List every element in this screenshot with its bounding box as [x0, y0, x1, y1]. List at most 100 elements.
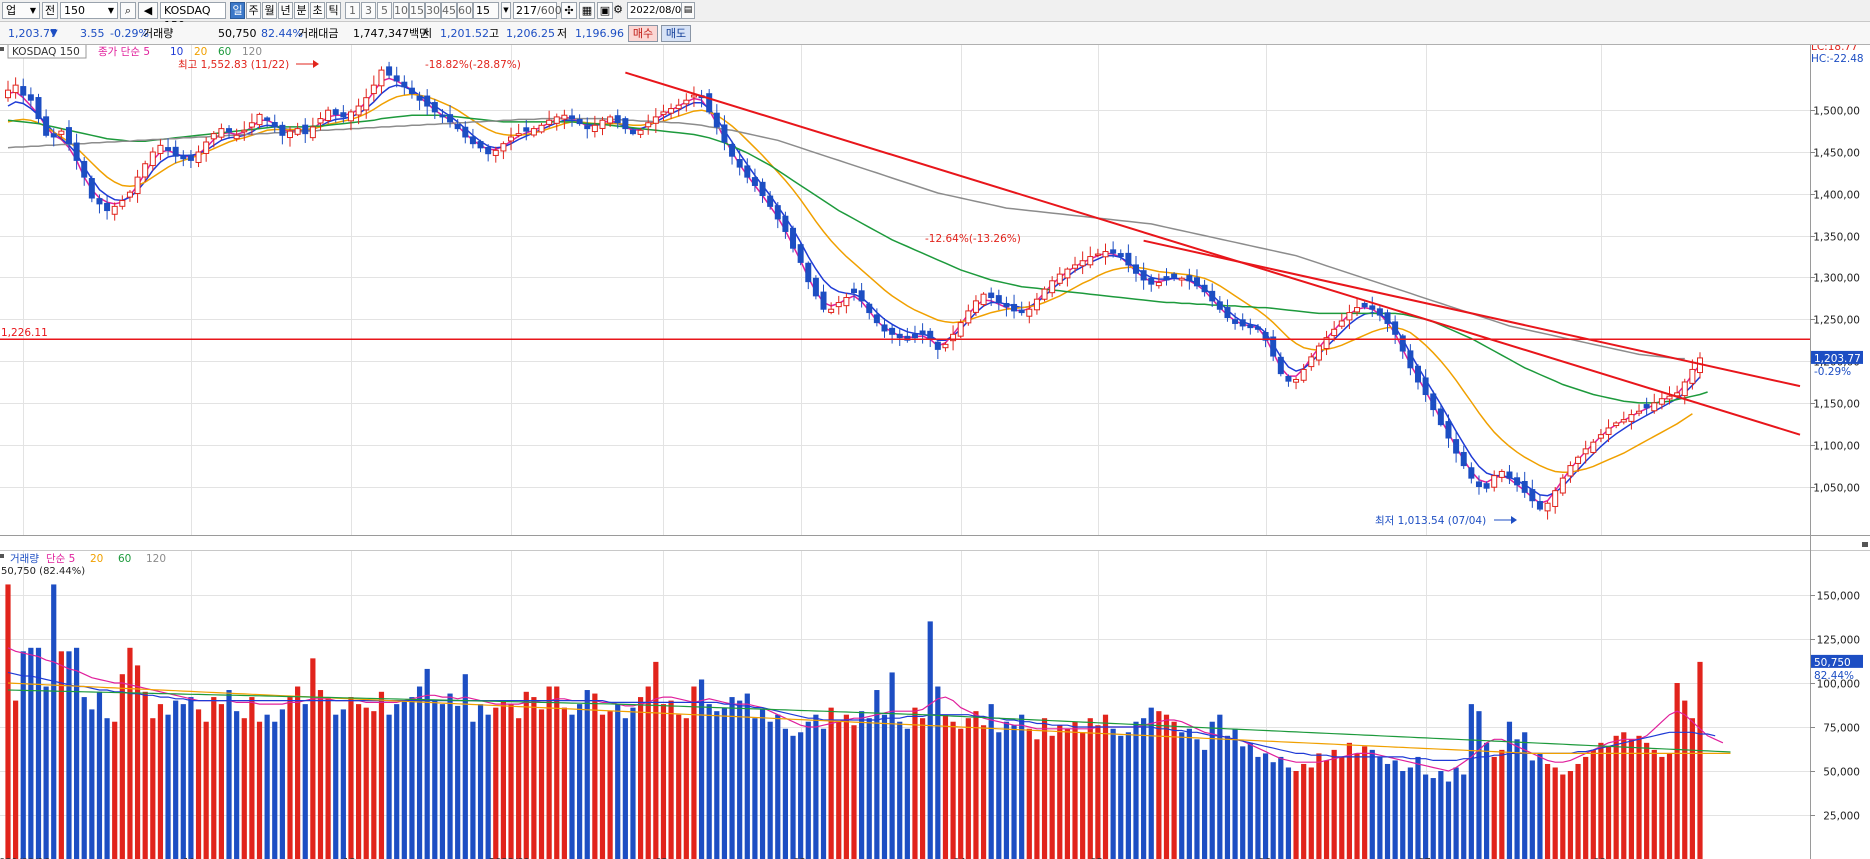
chart-area[interactable]: 1,050,001,100,001,150,001,200,001,250,00…	[0, 45, 1870, 859]
volume-bar	[1392, 760, 1398, 859]
period-button-6[interactable]: 틱	[326, 2, 341, 19]
candle-body	[1437, 408, 1444, 426]
zoom-icon[interactable]: ✣	[561, 2, 577, 19]
sell-button[interactable]: 매도	[661, 25, 691, 42]
candle-body	[1399, 335, 1406, 352]
chevron-down-icon[interactable]: ▼	[501, 2, 511, 19]
period-button-2[interactable]: 월	[262, 2, 277, 19]
period-button-5[interactable]: 초	[310, 2, 325, 19]
candle-body	[309, 126, 316, 139]
candle-body	[1445, 421, 1452, 439]
interval-button-60[interactable]: 60	[457, 2, 473, 19]
candle-body	[1315, 345, 1322, 361]
volume-bar	[599, 714, 606, 859]
price-legend-item: 10	[170, 46, 183, 58]
candle-body	[1285, 376, 1292, 382]
candle-body	[911, 333, 918, 339]
candle-body	[660, 111, 667, 115]
candle-body	[340, 112, 347, 118]
volume-legend-item: 단순 5	[46, 553, 75, 565]
candlesticks	[5, 61, 1703, 520]
candle-body	[995, 295, 1002, 304]
open-value: 1,201.52	[440, 27, 489, 40]
volume-bar	[790, 735, 796, 859]
interval-button-5[interactable]: 5	[377, 2, 392, 19]
bar-count-field[interactable]: 217/600	[513, 2, 562, 19]
candle-body	[180, 155, 187, 160]
candle-body	[1514, 477, 1521, 486]
interval-button-15[interactable]: 15	[409, 2, 425, 19]
interval-button-30[interactable]: 30	[425, 2, 441, 19]
volume-bar	[1666, 753, 1673, 859]
volume-bar	[5, 584, 11, 859]
candle-body	[1582, 448, 1589, 455]
candle-body	[1338, 320, 1345, 327]
volume-bar	[302, 704, 308, 859]
volume-bar	[1255, 756, 1261, 859]
candle-body	[645, 122, 652, 128]
candle-body	[1521, 481, 1528, 493]
volume-bar	[150, 718, 156, 859]
market-type-select[interactable]: 업 ▼	[2, 2, 40, 19]
candle-body	[439, 114, 446, 118]
candle-body	[1605, 427, 1612, 435]
candle-body	[378, 69, 385, 87]
calendar-icon[interactable]: ▤	[681, 2, 695, 19]
period-button-0[interactable]: 일	[230, 2, 245, 19]
candle-body	[203, 141, 210, 154]
interval-button-3[interactable]: 3	[361, 2, 376, 19]
volume-bar	[81, 697, 87, 859]
candle-body	[972, 300, 979, 313]
candle-body	[965, 310, 972, 324]
volume-pct: 82.44%	[261, 27, 303, 40]
candle-body	[934, 341, 941, 350]
y-tick-label: 1,400,00	[1813, 190, 1860, 202]
volume-bar	[1552, 767, 1558, 859]
candle-body	[477, 141, 484, 149]
volume-bar	[782, 728, 789, 859]
period-button-3[interactable]: 년	[278, 2, 293, 19]
period-select-button[interactable]: 전	[42, 2, 58, 19]
candle-body	[454, 124, 461, 130]
arrow-head-icon	[313, 60, 319, 68]
volume-bar	[1453, 767, 1459, 859]
code-input[interactable]: 150 ▼	[60, 2, 118, 19]
volume-bar	[637, 697, 644, 859]
period-button-1[interactable]: 주	[246, 2, 261, 19]
speaker-icon[interactable]: ◀	[138, 2, 158, 19]
volume-bar	[1240, 746, 1246, 859]
volume-bar	[447, 693, 453, 859]
interval-button-1[interactable]: 1	[345, 2, 360, 19]
volume-bar	[462, 674, 468, 859]
buy-button[interactable]: 매수	[628, 25, 658, 42]
interval-button-45[interactable]: 45	[441, 2, 457, 19]
bar-count-max: /600	[537, 4, 562, 17]
candle-body	[431, 102, 438, 113]
interval-button-10[interactable]: 10	[393, 2, 409, 19]
save-icon[interactable]: ▣	[597, 2, 613, 19]
vol-tick-label: 150,000	[1817, 591, 1860, 603]
candle-body	[1224, 307, 1231, 319]
gear-icon[interactable]: ⚙	[613, 3, 623, 16]
volume-bar	[1110, 728, 1116, 859]
candle-body	[805, 262, 812, 283]
tick-count-select[interactable]: 15	[473, 2, 499, 19]
candle-body	[218, 128, 225, 138]
candle-body	[523, 127, 530, 132]
search-icon[interactable]: ⌕	[120, 2, 136, 19]
grid-icon[interactable]: ▦	[579, 2, 595, 19]
volume-bar	[485, 714, 491, 859]
volume-bar	[66, 651, 72, 859]
arrow-head-icon	[1511, 516, 1517, 524]
candle-body	[73, 142, 80, 161]
candle-body	[492, 149, 499, 156]
candle-body	[1590, 441, 1597, 453]
x-tick-label: 07	[1418, 857, 1431, 859]
period-button-4[interactable]: 분	[294, 2, 309, 19]
date-field[interactable]: 2022/08/08	[627, 2, 695, 19]
volume-bar	[1544, 763, 1551, 859]
volume-bar	[226, 690, 232, 859]
volume-bar	[279, 709, 285, 859]
candle-body	[1559, 477, 1566, 494]
y-tick-label: 1,450,00	[1813, 148, 1860, 160]
